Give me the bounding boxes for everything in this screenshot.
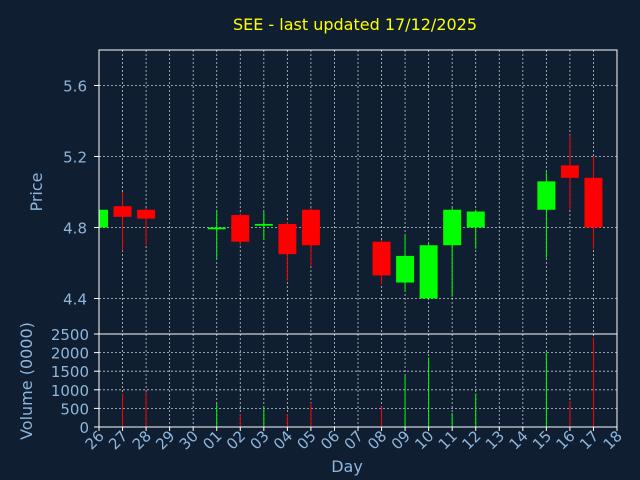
x-axis-label: Day — [331, 457, 363, 476]
x-tick-label: 09 — [388, 427, 414, 453]
volume-tick-label: 2000 — [51, 345, 89, 363]
volume-bars — [122, 337, 594, 427]
x-tick-label: 10 — [411, 427, 437, 453]
x-tick-label: 30 — [176, 427, 202, 453]
price-tick-label: 4.4 — [63, 291, 87, 309]
x-tick-label: 06 — [317, 427, 343, 453]
x-tick-label: 14 — [505, 427, 531, 453]
x-tick-label: 05 — [294, 427, 320, 453]
volume-tick-label: 1000 — [51, 382, 89, 400]
candle-body — [99, 209, 108, 228]
volume-grid — [98, 333, 618, 428]
x-tick-label: 01 — [199, 427, 225, 453]
candle-body — [584, 177, 603, 228]
x-tick-label: 16 — [553, 427, 579, 453]
candle-body — [443, 209, 462, 246]
candle-body — [231, 215, 250, 242]
candles — [98, 135, 603, 299]
x-tick-label: 08 — [364, 427, 390, 453]
volume-tick-label: 0 — [79, 419, 89, 437]
x-tick-label: 03 — [246, 427, 272, 453]
x-tick-label: 17 — [576, 427, 602, 453]
candle-body — [537, 181, 556, 210]
volume-tick-label: 500 — [60, 400, 89, 418]
candle-body — [207, 227, 226, 230]
candle-body — [419, 245, 438, 299]
price-tick-label: 4.8 — [63, 220, 87, 238]
price-tick-label: 5.6 — [63, 78, 87, 96]
price-tick-label: 5.2 — [63, 149, 87, 167]
x-tick-label: 29 — [152, 427, 178, 453]
volume-tick-label: 2500 — [51, 326, 89, 344]
x-tick-label: 02 — [223, 427, 249, 453]
volume-tick-label: 1500 — [51, 363, 89, 381]
candle-body — [466, 211, 485, 228]
x-tick-label: 04 — [270, 427, 296, 453]
volume-axis-label: Volume (0000) — [17, 322, 36, 440]
candle-body — [560, 165, 579, 178]
candle-body — [254, 223, 273, 226]
candle-body — [137, 209, 156, 219]
x-tick-label: 15 — [529, 427, 555, 453]
x-tick-label: 13 — [482, 427, 508, 453]
x-tick-label: 11 — [435, 427, 461, 453]
x-tick-label: 18 — [600, 427, 626, 453]
price-ticks: 4.4 4.8 5.2 5.6 — [63, 78, 99, 309]
candle-body — [301, 209, 320, 246]
x-tick-label: 07 — [341, 427, 367, 453]
x-tick-label: 28 — [129, 427, 155, 453]
x-ticks: 2627282930010203040506070809101112131415… — [82, 427, 626, 453]
candle-body — [396, 255, 415, 283]
price-axis-label: Price — [27, 172, 46, 211]
x-tick-label: 12 — [458, 427, 484, 453]
candle-body — [372, 241, 391, 276]
candle-body — [278, 223, 297, 255]
candle-body — [113, 206, 132, 217]
x-tick-label: 27 — [105, 427, 131, 453]
chart-title: SEE - last updated 17/12/2025 — [233, 15, 477, 34]
